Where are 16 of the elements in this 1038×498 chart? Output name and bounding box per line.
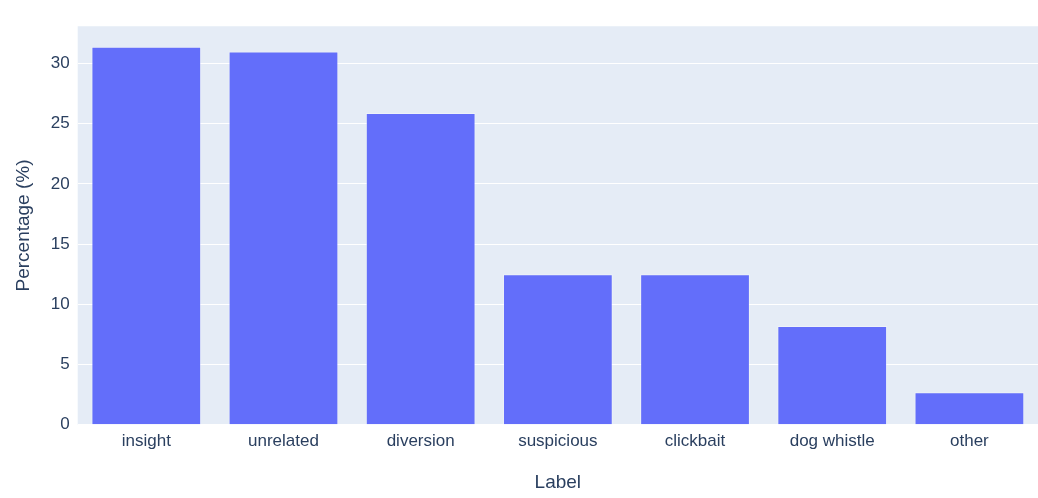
x-tick-label: insight xyxy=(121,430,172,450)
y-tick-label: 15 xyxy=(50,233,70,253)
y-tick-label: 30 xyxy=(50,53,70,73)
x-tick-label: suspicious xyxy=(518,430,598,450)
y-tick-label: 10 xyxy=(50,294,70,314)
y-tick-label: 0 xyxy=(60,414,70,434)
x-tick-label: clickbait xyxy=(664,430,726,450)
x-tick-label: unrelated xyxy=(248,430,319,450)
x-tick-label: dog whistle xyxy=(789,430,875,450)
y-axis-title: Percentage (%) xyxy=(11,159,33,292)
y-tick-label: 20 xyxy=(50,173,70,193)
y-tick-label: 25 xyxy=(50,113,70,133)
x-axis-title: Label xyxy=(534,470,582,492)
y-tick-label: 5 xyxy=(60,354,70,374)
x-tick-label: other xyxy=(950,430,990,450)
x-tick-label: diversion xyxy=(386,430,455,450)
